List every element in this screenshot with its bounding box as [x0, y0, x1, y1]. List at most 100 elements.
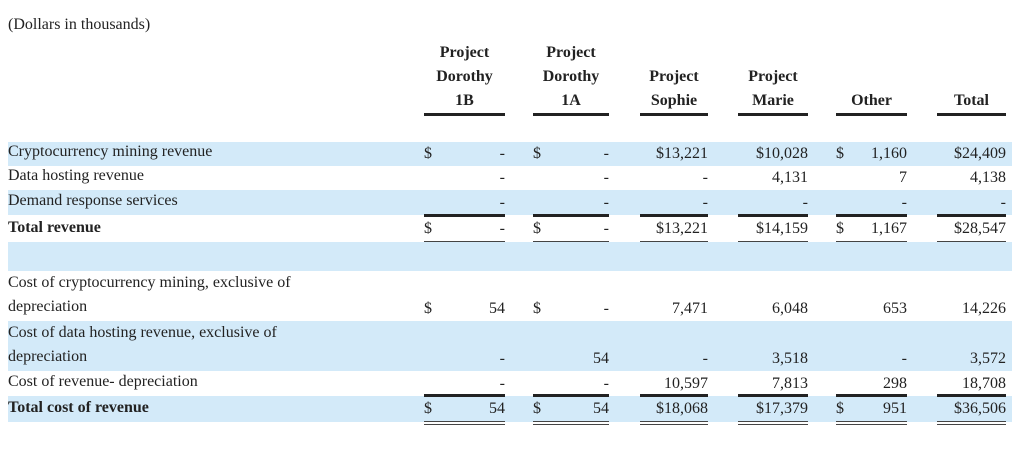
table-row: Cost of data hosting revenue, exclusive …	[8, 321, 1012, 371]
currency-sign: $	[424, 220, 432, 237]
row-label: Total cost of revenue	[8, 396, 149, 420]
row-label: Cost of cryptocurrency mining, exclusive…	[8, 271, 291, 319]
column-header-line: Project	[748, 68, 798, 85]
column-header-line: Dorothy	[542, 68, 600, 85]
cell-value: 14,226	[962, 300, 1006, 317]
units-note: (Dollars in thousands)	[8, 16, 151, 33]
value-cell: 7,813	[738, 372, 808, 396]
cell-value: -	[603, 169, 609, 186]
cell-value: $24,409	[954, 145, 1006, 162]
cell-value: -	[499, 350, 505, 367]
value-cell: -	[533, 372, 609, 396]
value-cell: 4,138	[937, 166, 1006, 190]
value-cell: $17,379	[738, 394, 808, 425]
cell-value: $10,028	[756, 145, 808, 162]
value-cell: 7,471	[640, 297, 708, 321]
value-cell: 7	[836, 166, 907, 190]
row-label: Total revenue	[8, 216, 101, 240]
cell-value: $13,221	[656, 145, 708, 162]
value-cell: -	[640, 166, 708, 190]
cell-value: 4,131	[772, 169, 808, 186]
value-cell: -	[424, 347, 505, 371]
cell-value: 18,708	[962, 375, 1006, 392]
cell-value: 7,471	[672, 300, 708, 317]
row-label: Cost of revenue- depreciation	[8, 370, 198, 394]
cell-value: 1,160	[871, 145, 907, 162]
row-label-line: Cryptocurrency mining revenue	[8, 143, 213, 160]
value-cell: $13,221	[640, 142, 708, 166]
currency-sign: $	[424, 300, 432, 317]
row-label-line: Total cost of revenue	[8, 399, 149, 416]
row-label: Demand response services	[8, 189, 178, 213]
cell-value: 54	[593, 400, 609, 417]
value-cell: $951	[836, 394, 907, 425]
value-cell: 54	[533, 347, 609, 371]
value-cell: -	[424, 166, 505, 190]
column-header: Other	[836, 40, 907, 116]
value-cell: $14,159	[738, 214, 808, 245]
value-cell: $ -	[424, 142, 505, 166]
value-cell: $18,068	[640, 394, 708, 425]
column-header-line: Total	[954, 92, 989, 109]
cell-value: -	[499, 145, 505, 162]
value-cell: -	[640, 191, 708, 215]
value-cell: 4,131	[738, 166, 808, 190]
value-cell: $28,547	[937, 214, 1006, 245]
table-row: Data hosting revenue - - - 4,131 7 4,138	[8, 166, 1012, 190]
currency-sign: $	[533, 145, 541, 162]
table-row: Cost of cryptocurrency mining, exclusive…	[8, 271, 1012, 321]
cell-value: 3,572	[970, 350, 1006, 367]
row-label-line: depreciation	[8, 298, 88, 315]
currency-sign: $	[836, 220, 844, 237]
value-cell: 3,572	[937, 347, 1006, 371]
cell-value: -	[702, 350, 708, 367]
currency-sign: $	[533, 300, 541, 317]
value-cell: -	[533, 191, 609, 215]
value-cell: $ -	[533, 297, 609, 321]
cell-value: -	[603, 300, 609, 317]
column-header-line: Dorothy	[436, 68, 493, 85]
cell-value: 951	[883, 400, 907, 417]
column-header-line: Project	[546, 44, 596, 61]
table-row: Cost of revenue- depreciation - - 10,597 7,8…	[8, 371, 1012, 396]
value-cell: $1,160	[836, 142, 907, 166]
cell-value: -	[901, 350, 907, 367]
value-cell: -	[424, 372, 505, 396]
cell-value: 10,597	[664, 375, 708, 392]
value-cell: 3,518	[738, 347, 808, 371]
value-cell: $10,028	[738, 142, 808, 166]
column-header-line: Project	[649, 68, 699, 85]
currency-sign: $	[424, 400, 432, 417]
value-cell: $36,506	[937, 394, 1006, 425]
table-row: Demand response services - - - - - -	[8, 190, 1012, 215]
value-cell: $ -	[533, 142, 609, 166]
currency-sign: $	[533, 220, 541, 237]
cell-value: 6,048	[772, 300, 808, 317]
row-label-line: Cost of data hosting revenue, exclusive …	[8, 324, 277, 341]
column-header-line: Marie	[752, 92, 794, 109]
value-cell: 653	[836, 297, 907, 321]
cell-value: 54	[593, 350, 609, 367]
value-cell: -	[424, 191, 505, 215]
column-header-line: Sophie	[650, 92, 698, 109]
value-cell: 298	[836, 372, 907, 396]
cell-value: $13,221	[656, 220, 708, 237]
currency-sign: $	[533, 400, 541, 417]
currency-sign: $	[836, 145, 844, 162]
row-label: Data hosting revenue	[8, 164, 144, 188]
value-cell: $54	[424, 394, 505, 425]
value-cell: $54	[424, 297, 505, 321]
column-header-line: Project	[439, 44, 490, 61]
row-label-line: Total revenue	[8, 219, 101, 236]
cell-value: $14,159	[756, 220, 808, 237]
cell-value: $36,506	[954, 400, 1006, 417]
value-cell: $24,409	[937, 142, 1006, 166]
cell-value: 1,167	[871, 220, 907, 237]
cell-value: 653	[883, 300, 907, 317]
cell-value: -	[702, 169, 708, 186]
row-label-line: Cost of cryptocurrency mining, exclusive…	[8, 274, 291, 291]
cell-value: $28,547	[954, 220, 1006, 237]
cell-value: -	[603, 145, 609, 162]
value-cell: $1,167	[836, 214, 907, 245]
